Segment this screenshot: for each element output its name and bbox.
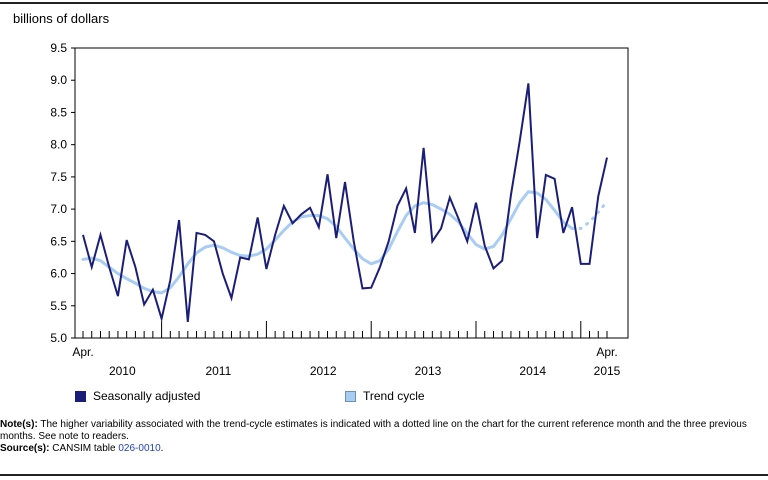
x-start-month-label: Apr. bbox=[72, 345, 93, 359]
top-rule bbox=[0, 2, 768, 4]
plot-frame bbox=[74, 47, 629, 339]
x-year-label: 2011 bbox=[205, 364, 231, 378]
legend-item-seasonally-adjusted: Seasonally adjusted bbox=[75, 389, 200, 403]
note-text: The higher variability associated with t… bbox=[0, 419, 747, 442]
y-tick-label: 8.5 bbox=[50, 105, 67, 119]
x-year-label: 2013 bbox=[415, 364, 442, 378]
seasonally-adjusted-line bbox=[82, 83, 608, 323]
y-tick-label: 7.5 bbox=[50, 170, 67, 184]
y-tick-label: 7.0 bbox=[50, 202, 67, 216]
source-label: Source(s): bbox=[0, 443, 50, 454]
legend-swatch-seasonally-adjusted bbox=[75, 390, 86, 402]
y-tick-label: 5.5 bbox=[50, 299, 67, 313]
legend-item-trend-cycle: Trend cycle bbox=[345, 389, 425, 403]
legend-label-seasonally-adjusted: Seasonally adjusted bbox=[93, 389, 201, 403]
y-tick-label: 6.0 bbox=[50, 267, 67, 281]
x-year-label: 2015 bbox=[594, 364, 621, 378]
y-tick-label: 5.0 bbox=[50, 331, 67, 345]
bottom-rule bbox=[0, 474, 768, 476]
x-year-label: 2010 bbox=[109, 364, 136, 378]
x-end-month-label: Apr. bbox=[596, 345, 617, 359]
line-chart: 5.0 5.5 6.0 6.5 7.0 7.5 8.0 8.5 9.0 9.5 Apr. Apr. 20… bbox=[50, 41, 629, 378]
y-axis-unit-label: billions of dollars bbox=[13, 11, 110, 26]
legend-label-trend-cycle: Trend cycle bbox=[363, 389, 425, 403]
source-line: Source(s): CANSIM table 026-0010. bbox=[0, 443, 760, 455]
source-table-link[interactable]: 026-0010 bbox=[118, 443, 161, 454]
chart-notes: Note(s): The higher variability associat… bbox=[0, 419, 760, 455]
legend-swatch-trend-cycle bbox=[345, 390, 356, 402]
trend-cycle-line bbox=[81, 190, 574, 295]
y-tick-label: 6.5 bbox=[50, 234, 67, 248]
y-tick-label: 8.0 bbox=[50, 138, 67, 152]
x-year-label: 2014 bbox=[519, 364, 546, 378]
note-label: Note(s): bbox=[0, 419, 38, 430]
trend-cycle-dotted-line bbox=[570, 199, 609, 230]
x-year-label: 2012 bbox=[310, 364, 337, 378]
source-text: CANSIM table bbox=[49, 443, 119, 454]
source-end: . bbox=[160, 443, 164, 454]
y-tick-label: 9.0 bbox=[50, 73, 67, 87]
note-line: Note(s): The higher variability associat… bbox=[0, 419, 760, 443]
y-tick-label: 9.5 bbox=[50, 41, 67, 55]
